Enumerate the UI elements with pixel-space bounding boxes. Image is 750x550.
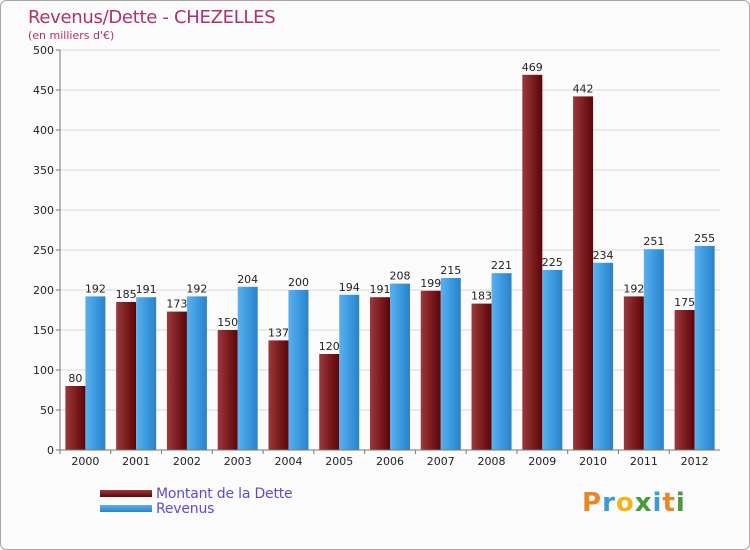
bar-dette [573,96,594,451]
y-tick-label: 200 [33,284,54,297]
bar-dette [217,330,238,450]
x-tick-label: 2002 [173,455,201,468]
y-tick-label: 500 [33,44,54,57]
bar-revenus [542,270,563,450]
x-tick-label: 2000 [71,455,99,468]
x-tick-label: 2008 [478,455,506,468]
bar-revenus [136,297,157,450]
y-tick-label: 400 [33,124,54,137]
legend-swatch-revenus [100,505,152,512]
bar-dette [65,386,86,450]
value-label-revenus: 221 [491,259,512,272]
legend-label-debt: Montant de la Dette [156,485,293,502]
x-tick-label: 2003 [224,455,252,468]
bar-revenus [85,296,106,450]
logo-letter: t [662,488,676,518]
legend-item-debt: Montant de la Dette [100,485,293,502]
logo-letter: o [615,488,635,518]
value-label-dette: 173 [166,298,187,311]
value-label-revenus: 251 [643,235,664,248]
legend-label-revenus: Revenus [156,500,215,517]
value-label-dette: 183 [471,290,492,303]
value-label-revenus: 225 [542,256,563,269]
value-label-dette: 192 [623,282,644,295]
logo-letter: r [602,488,616,518]
value-label-revenus: 191 [136,283,157,296]
value-label-revenus: 255 [694,232,715,245]
chart-title: Revenus/Dette - CHEZELLES [28,7,276,28]
bar-revenus [491,273,512,450]
value-label-dette: 137 [268,326,289,339]
proxiti-logo: Proxiti [582,488,686,518]
value-label-dette: 120 [319,340,340,353]
value-label-revenus: 194 [339,281,360,294]
x-tick-label: 2004 [274,455,302,468]
legend-swatch-debt [100,490,152,497]
bar-dette [116,302,137,450]
y-tick-label: 0 [47,444,54,457]
value-label-dette: 191 [370,283,391,296]
chart-subtitle: (en milliers d'€) [28,29,115,42]
value-label-dette: 150 [217,316,238,329]
value-label-dette: 199 [420,277,441,290]
bar-revenus [339,294,360,450]
bar-revenus [186,296,207,450]
legend: Montant de la Dette Revenus [100,485,293,517]
value-label-revenus: 192 [85,282,106,295]
logo-letter: P [582,488,603,518]
y-tick-label: 450 [33,84,54,97]
x-tick-label: 2005 [325,455,353,468]
bar-dette [522,74,543,451]
y-tick-label: 350 [33,164,54,177]
bar-dette [319,354,340,450]
x-tick-label: 2012 [681,455,709,468]
bar-dette [420,290,441,450]
bar-dette [471,303,492,450]
value-label-dette: 80 [68,372,82,385]
bar-dette [166,311,187,450]
bar-revenus [288,290,309,450]
value-label-revenus: 204 [237,273,258,286]
value-label-dette: 442 [573,82,594,95]
value-label-dette: 175 [674,296,695,309]
bar-revenus [440,278,461,450]
legend-item-revenus: Revenus [100,500,292,517]
bar-revenus [694,246,715,450]
bar-dette [268,340,289,450]
value-label-revenus: 234 [593,249,614,262]
bar-revenus [643,249,664,450]
logo-letter: i [675,488,686,518]
bar-dette [370,297,390,450]
y-tick-label: 50 [40,404,54,417]
value-label-revenus: 192 [186,282,207,295]
value-label-revenus: 215 [440,264,461,277]
y-tick-label: 150 [33,324,54,337]
bar-dette [623,296,644,450]
x-tick-label: 2009 [528,455,556,468]
value-label-revenus: 208 [390,270,411,283]
y-tick-label: 100 [33,364,54,377]
x-tick-label: 2010 [579,455,607,468]
logo-letter: x [634,488,653,518]
value-label-dette: 469 [522,61,543,74]
bar-revenus [237,286,258,450]
x-tick-label: 2006 [376,455,404,468]
bar-dette [674,310,695,450]
bar-revenus [390,283,410,450]
value-label-dette: 185 [116,288,137,301]
bar-revenus [593,262,614,450]
logo-letter: i [652,488,663,518]
x-tick-label: 2011 [630,455,658,468]
y-tick-label: 250 [33,244,54,257]
value-label-revenus: 200 [288,276,309,289]
x-tick-label: 2007 [427,455,455,468]
x-tick-label: 2001 [122,455,150,468]
y-tick-label: 300 [33,204,54,217]
